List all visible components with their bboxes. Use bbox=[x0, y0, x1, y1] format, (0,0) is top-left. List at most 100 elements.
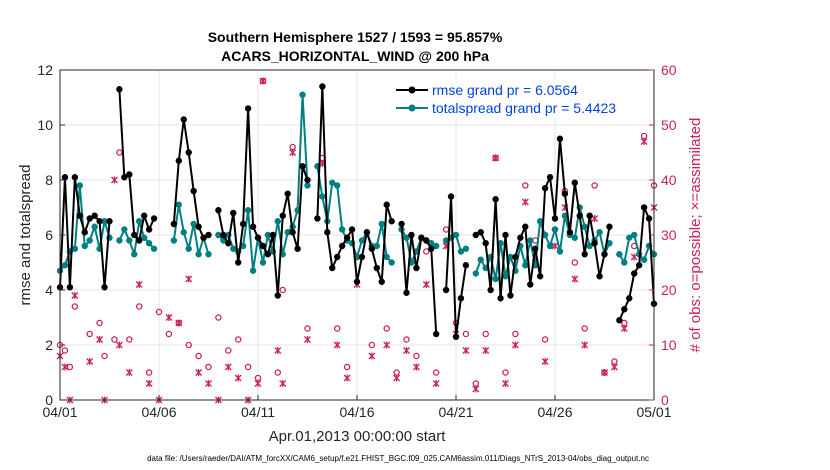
y-tick-label-left: 2 bbox=[45, 337, 53, 353]
obs-assimilated-marker bbox=[175, 319, 183, 327]
rmse-point bbox=[556, 135, 564, 142]
obs-possible-marker bbox=[126, 336, 133, 343]
totalspread-point bbox=[621, 259, 628, 266]
rmse-point bbox=[329, 264, 336, 272]
totalspread-point bbox=[551, 226, 559, 233]
totalspread-point bbox=[571, 234, 578, 241]
obs-possible-marker bbox=[462, 330, 470, 338]
rmse-point bbox=[324, 229, 331, 236]
y-axis-left: 0 2 4 6 8 10 12 bbox=[37, 62, 65, 408]
totalspread-point bbox=[457, 248, 465, 255]
rmse-point bbox=[279, 212, 286, 219]
obs-possible-marker bbox=[368, 341, 376, 349]
obs-assimilated-marker bbox=[393, 374, 401, 382]
rmse-point bbox=[482, 240, 489, 247]
totalspread-point bbox=[180, 229, 187, 236]
rmse-point bbox=[116, 86, 123, 93]
obs-possible-marker bbox=[96, 319, 103, 327]
legend-spread-marker bbox=[408, 104, 416, 112]
rmse-point bbox=[343, 234, 351, 241]
obs-assimilated-marker bbox=[482, 347, 490, 354]
totalspread-point bbox=[126, 237, 133, 244]
rmse-point bbox=[170, 220, 178, 228]
obs-possible-marker bbox=[403, 336, 410, 343]
obs-assimilated-marker bbox=[551, 242, 559, 250]
rmse-point bbox=[126, 171, 133, 178]
y-axis-right-label: # of obs: o=possible; ×=assimilated bbox=[687, 118, 704, 353]
rmse-point bbox=[61, 174, 69, 181]
totalspread-point bbox=[502, 273, 509, 280]
obs-assimilated-marker bbox=[581, 341, 589, 349]
rmse-point bbox=[472, 231, 479, 239]
totalspread-point bbox=[284, 229, 291, 236]
rmse-point bbox=[254, 234, 262, 241]
totalspread-point bbox=[522, 262, 529, 269]
rmse-point bbox=[121, 174, 128, 181]
obs-possible-marker bbox=[581, 325, 588, 332]
totalspread-point bbox=[631, 231, 638, 239]
rmse-point bbox=[606, 223, 613, 230]
rmse-point bbox=[433, 330, 440, 338]
rmse-point bbox=[546, 174, 554, 181]
obs-assimilated-marker bbox=[254, 380, 262, 387]
rmse-point bbox=[403, 289, 410, 296]
obs-assimilated-marker bbox=[462, 347, 470, 354]
rmse-point bbox=[423, 237, 430, 244]
rmse-point bbox=[304, 176, 311, 184]
totalspread-point bbox=[561, 212, 569, 219]
obs-assimilated-marker bbox=[115, 341, 123, 349]
totalspread-point bbox=[239, 242, 247, 250]
rmse-line-segment bbox=[316, 85, 393, 283]
obs-possible-marker bbox=[522, 182, 529, 189]
rmse-point bbox=[225, 240, 232, 247]
totalspread-point bbox=[81, 242, 88, 250]
legend-spread-label: totalspread grand pr = 5.4423 bbox=[432, 100, 616, 116]
totalspread-point bbox=[319, 193, 326, 200]
rmse-point bbox=[457, 295, 465, 302]
totalspread-point bbox=[304, 182, 311, 189]
totalspread-point bbox=[334, 182, 341, 189]
obs-possible-marker bbox=[502, 369, 509, 376]
legend-rmse-label: rmse grand pr = 6.0564 bbox=[432, 82, 578, 98]
y-tick-label-left: 6 bbox=[45, 227, 53, 243]
rmse-point bbox=[358, 253, 366, 261]
totalspread-point bbox=[329, 179, 336, 186]
obs-possible-marker bbox=[482, 330, 489, 338]
obs-assimilated-marker bbox=[368, 352, 376, 360]
totalspread-point bbox=[170, 237, 178, 244]
totalspread-point bbox=[116, 237, 123, 244]
rmse-point bbox=[576, 212, 583, 219]
totalspread-point bbox=[230, 245, 237, 252]
rmse-point bbox=[353, 278, 361, 285]
y-tick-label-left: 10 bbox=[37, 117, 53, 133]
obs-possible-marker bbox=[195, 352, 202, 360]
obs-possible-marker bbox=[66, 363, 74, 371]
obs-assimilated-marker bbox=[412, 363, 420, 371]
obs-possible-marker bbox=[155, 308, 163, 316]
totalspread-point bbox=[472, 270, 479, 277]
obs-assimilated-marker bbox=[601, 369, 608, 376]
x-tick-label: 05/01 bbox=[636, 404, 671, 420]
rmse-line-segment bbox=[475, 137, 611, 300]
totalspread-point bbox=[131, 251, 138, 258]
totalspread-point bbox=[190, 220, 197, 228]
totalspread-point bbox=[71, 245, 79, 252]
obs-assimilated-marker bbox=[571, 275, 579, 283]
rmse-point bbox=[71, 174, 79, 181]
totalspread-point bbox=[497, 240, 504, 247]
rmse-point bbox=[586, 212, 593, 219]
totalspread-point bbox=[596, 229, 603, 236]
y-tick-label-left: 0 bbox=[45, 392, 53, 408]
obs-assimilated-marker bbox=[279, 380, 287, 387]
x-axis: 04/01 04/06 04/11 04/16 04/21 04/26 05/01 bbox=[42, 395, 672, 420]
obs-possible-marker bbox=[86, 330, 93, 338]
totalspread-point bbox=[91, 223, 98, 230]
rmse-point bbox=[462, 262, 470, 269]
rmse-point bbox=[269, 231, 277, 239]
rmse-point bbox=[363, 229, 371, 236]
rmse-point bbox=[561, 190, 569, 197]
obs-possible-marker bbox=[185, 341, 192, 349]
totalspread-point bbox=[640, 256, 648, 263]
obs-possible-marker bbox=[234, 336, 242, 343]
totalspread-point bbox=[101, 218, 108, 225]
